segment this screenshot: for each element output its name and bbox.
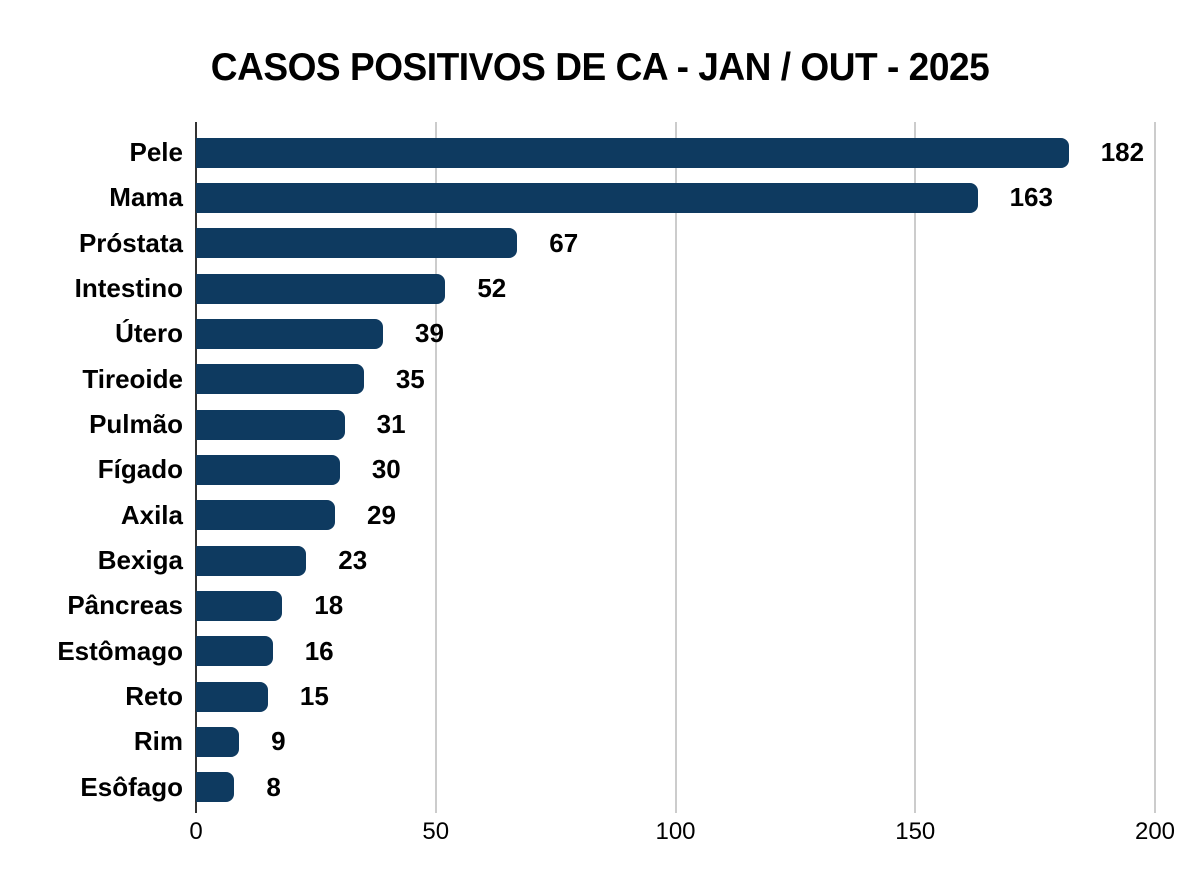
bar-row: Próstata 67 [0,221,1200,266]
value-label: 23 [338,545,368,576]
value-label: 35 [395,363,425,394]
bar-track: 163 [196,175,1155,220]
bar-rows: Pele 182 Mama 163 Próstata 67 Intestino 52 Útero… [0,130,1200,810]
gridline-layer [196,122,1156,813]
value-label: 182 [1100,137,1145,168]
category-label: Mama [109,182,183,213]
bar-track: 67 [196,221,1155,266]
category-label: Tireoide [82,363,183,394]
bar [196,137,1069,168]
bar-track: 35 [196,357,1155,402]
bar-row: Pulmão 31 [0,402,1200,447]
category-label: Esôfago [80,771,183,802]
bar-row: Pâncreas 18 [0,583,1200,628]
bar [196,681,268,712]
category-label: Útero [115,318,183,349]
x-axis-tick-labels: 0 50 100 150 200 [189,818,1175,850]
bar-track: 39 [196,311,1155,356]
bar [196,545,307,576]
bar-row: Estômago 16 [0,629,1200,674]
bar-row: Intestino 52 [0,266,1200,311]
bar-row: Rim 9 [0,719,1200,764]
value-label: 39 [415,318,444,349]
bar [196,772,235,803]
bar-track: 8 [196,765,1155,810]
bar [196,500,336,531]
value-label: 67 [549,227,579,258]
value-label: 163 [1009,182,1053,213]
bar-row: Esôfago 8 [0,765,1200,810]
value-label: 15 [299,681,329,712]
bar [196,228,518,259]
bar-track: 29 [196,493,1155,538]
bar [196,318,383,349]
value-label: 16 [304,635,334,666]
category-label: Pâncreas [67,590,183,621]
bar-row: Tireoide 35 [0,357,1200,402]
bar-track: 15 [196,674,1155,719]
value-label: 30 [371,454,401,485]
bar [196,364,364,395]
bar-row: Axila 29 [0,493,1200,538]
x-tick-label: 50 [422,818,450,845]
bar [196,273,446,304]
bar-track: 18 [196,583,1155,628]
bar-track: 9 [196,719,1155,764]
category-label: Pulmão [89,409,183,440]
category-label: Fígado [97,454,183,485]
gridline-x-50 [434,122,437,813]
bar-track: 16 [196,629,1155,674]
x-tick-label: 200 [1134,818,1176,845]
bar-track: 23 [196,538,1155,583]
gridline-x-200 [1154,122,1156,813]
category-label: Estômago [57,635,183,666]
bar-track: 31 [196,402,1155,447]
category-label: Reto [125,681,183,712]
category-label: Bexiga [97,545,183,576]
bar-row: Bexiga 23 [0,538,1200,583]
value-label: 29 [367,499,396,530]
value-label: 8 [266,771,281,802]
bar-row: Pele 182 [0,130,1200,175]
gridline-x-100 [674,122,677,813]
bar [196,590,283,621]
category-label: Próstata [78,227,183,258]
value-label: 9 [271,726,286,757]
x-tick-label: 0 [189,818,203,845]
category-label: Intestino [74,273,183,304]
bar [196,409,345,440]
bar-row: Fígado 30 [0,447,1200,492]
value-label: 18 [314,590,344,621]
bar [196,726,240,757]
bar-track: 30 [196,447,1155,492]
bar [196,182,978,213]
gridline-x-150 [914,122,917,813]
bar-row: Reto 15 [0,674,1200,719]
bar-row: Mama 163 [0,175,1200,220]
bar-row: Útero 39 [0,311,1200,356]
value-label: 31 [376,409,406,440]
x-tick-label: 100 [655,818,696,845]
category-label: Axila [120,499,183,530]
bar-track: 52 [196,266,1155,311]
bar [196,636,273,667]
value-label: 52 [477,273,507,304]
chart-title: CASOS POSITIVOS DE CA - JAN / OUT - 2025 [210,46,990,89]
bar-track: 182 [196,130,1155,175]
category-label: Rim [133,726,183,757]
bar [196,454,340,485]
category-label: Pele [129,137,184,168]
x-tick-label: 150 [895,818,936,845]
